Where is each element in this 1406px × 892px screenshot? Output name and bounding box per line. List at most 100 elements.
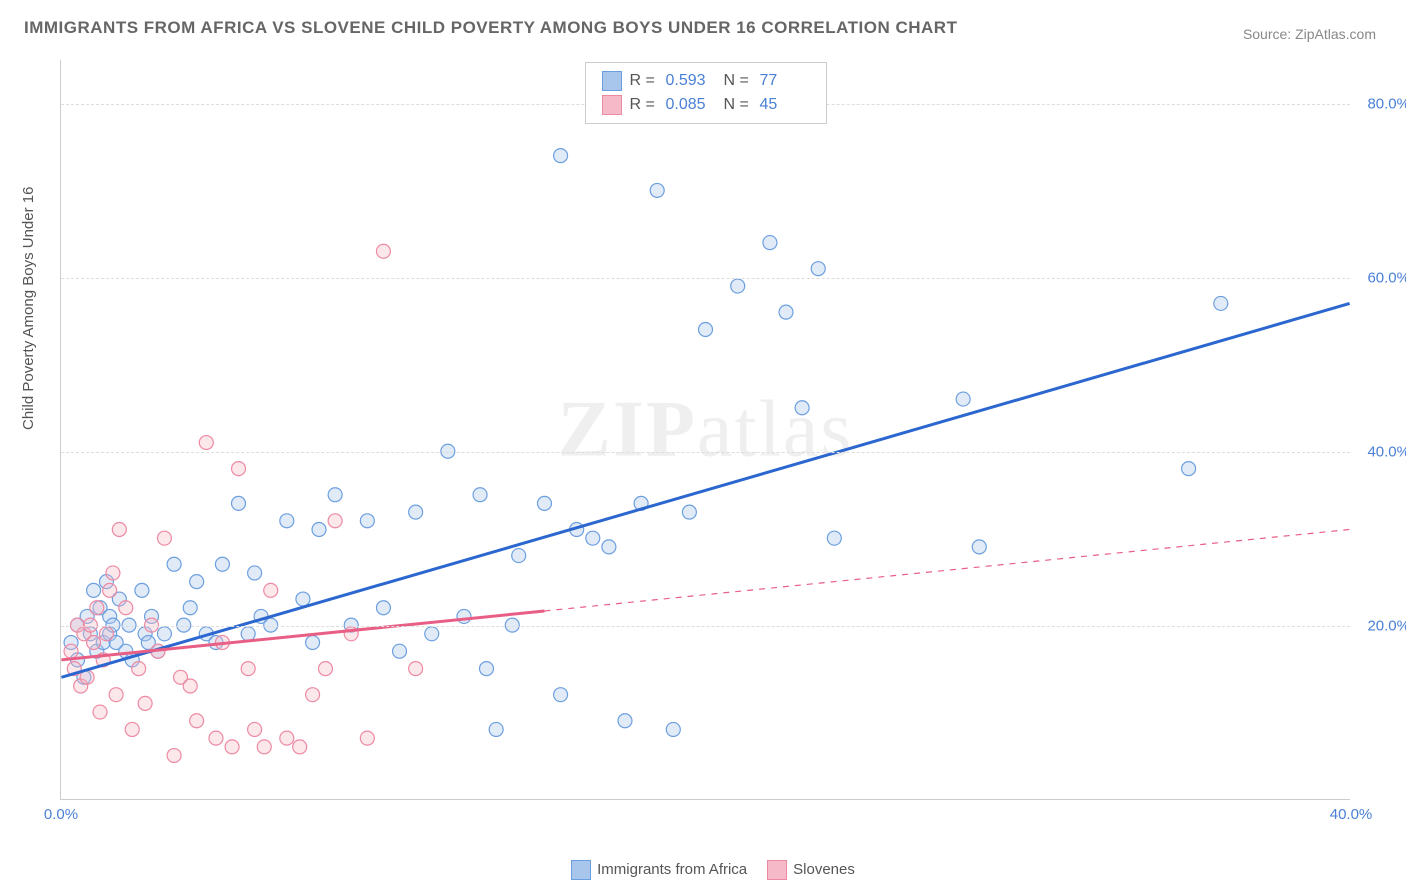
- data-point: [99, 627, 113, 641]
- data-point: [409, 505, 423, 519]
- data-point: [360, 731, 374, 745]
- data-point: [157, 531, 171, 545]
- data-point: [109, 688, 123, 702]
- y-tick-label: 60.0%: [1355, 269, 1406, 286]
- data-point: [602, 540, 616, 554]
- data-point: [232, 496, 246, 510]
- x-tick-label: 40.0%: [1330, 806, 1373, 823]
- legend-r-value: 0.593: [666, 72, 716, 90]
- grid-line: [61, 278, 1350, 279]
- data-point: [618, 714, 632, 728]
- data-point: [190, 714, 204, 728]
- trend-line: [61, 611, 544, 660]
- data-point: [489, 722, 503, 736]
- data-point: [248, 566, 262, 580]
- legend-r-value: 0.085: [666, 96, 716, 114]
- legend-row: R =0.085N =45: [602, 93, 810, 117]
- legend-n-value: 77: [760, 72, 810, 90]
- data-point: [1182, 462, 1196, 476]
- y-tick-label: 20.0%: [1355, 617, 1406, 634]
- data-point: [135, 583, 149, 597]
- data-point: [106, 566, 120, 580]
- data-point: [457, 609, 471, 623]
- data-point: [138, 696, 152, 710]
- data-point: [554, 688, 568, 702]
- data-point: [586, 531, 600, 545]
- data-point: [296, 592, 310, 606]
- x-tick-label: 0.0%: [44, 806, 78, 823]
- x-axis-legend: Immigrants from AfricaSlovenes: [0, 860, 1406, 880]
- data-point: [306, 688, 320, 702]
- data-point: [795, 401, 809, 415]
- top-legend: R =0.593N =77R =0.085N =45: [585, 62, 827, 124]
- data-point: [956, 392, 970, 406]
- data-point: [650, 183, 664, 197]
- data-point: [393, 644, 407, 658]
- data-point: [132, 662, 146, 676]
- data-point: [376, 244, 390, 258]
- data-point: [473, 488, 487, 502]
- data-point: [1214, 296, 1228, 310]
- chart-title: IMMIGRANTS FROM AFRICA VS SLOVENE CHILD …: [24, 18, 957, 38]
- data-point: [241, 662, 255, 676]
- data-point: [183, 679, 197, 693]
- data-point: [93, 705, 107, 719]
- trend-line: [61, 303, 1349, 677]
- data-point: [972, 540, 986, 554]
- legend-row: R = 0.593 N = 77: [602, 69, 810, 93]
- data-point: [512, 549, 526, 563]
- data-point: [241, 627, 255, 641]
- data-point: [90, 601, 104, 615]
- data-point: [318, 662, 332, 676]
- data-point: [103, 583, 117, 597]
- plot-area: ZIPatlas R =0.593N =77R =0.085N =45 20.0…: [60, 60, 1350, 800]
- data-point: [666, 722, 680, 736]
- data-point: [409, 662, 423, 676]
- data-point: [167, 749, 181, 763]
- data-point: [763, 236, 777, 250]
- data-point: [306, 636, 320, 650]
- y-tick-label: 80.0%: [1355, 95, 1406, 112]
- legend-r-label: R =: [630, 72, 658, 90]
- data-point: [125, 722, 139, 736]
- data-point: [811, 262, 825, 276]
- data-point: [779, 305, 793, 319]
- data-point: [280, 514, 294, 528]
- data-point: [190, 575, 204, 589]
- data-point: [167, 557, 181, 571]
- data-point: [293, 740, 307, 754]
- data-point: [232, 462, 246, 476]
- source-label: Source: ZipAtlas.com: [1243, 26, 1376, 42]
- data-point: [183, 601, 197, 615]
- legend-series-label: Slovenes: [793, 861, 855, 878]
- y-tick-label: 40.0%: [1355, 443, 1406, 460]
- data-point: [257, 740, 271, 754]
- data-point: [264, 583, 278, 597]
- data-point: [119, 601, 133, 615]
- data-point: [376, 601, 390, 615]
- legend-swatch: [602, 71, 622, 91]
- data-point: [480, 662, 494, 676]
- data-point: [112, 522, 126, 536]
- legend-swatch: [571, 860, 591, 880]
- scatter-svg: [61, 60, 1350, 799]
- data-point: [554, 149, 568, 163]
- legend-n-value: 45: [760, 96, 810, 114]
- legend-swatch: [767, 860, 787, 880]
- data-point: [64, 644, 78, 658]
- data-point: [699, 323, 713, 337]
- data-point: [827, 531, 841, 545]
- y-axis-label: Child Poverty Among Boys Under 16: [20, 187, 37, 430]
- data-point: [312, 522, 326, 536]
- legend-r-label: R =: [630, 96, 658, 114]
- data-point: [328, 514, 342, 528]
- data-point: [209, 731, 223, 745]
- trend-line-extrapolated: [544, 529, 1349, 611]
- legend-n-label: N =: [724, 72, 752, 90]
- data-point: [87, 636, 101, 650]
- data-point: [87, 583, 101, 597]
- data-point: [215, 557, 229, 571]
- data-point: [157, 627, 171, 641]
- data-point: [360, 514, 374, 528]
- data-point: [731, 279, 745, 293]
